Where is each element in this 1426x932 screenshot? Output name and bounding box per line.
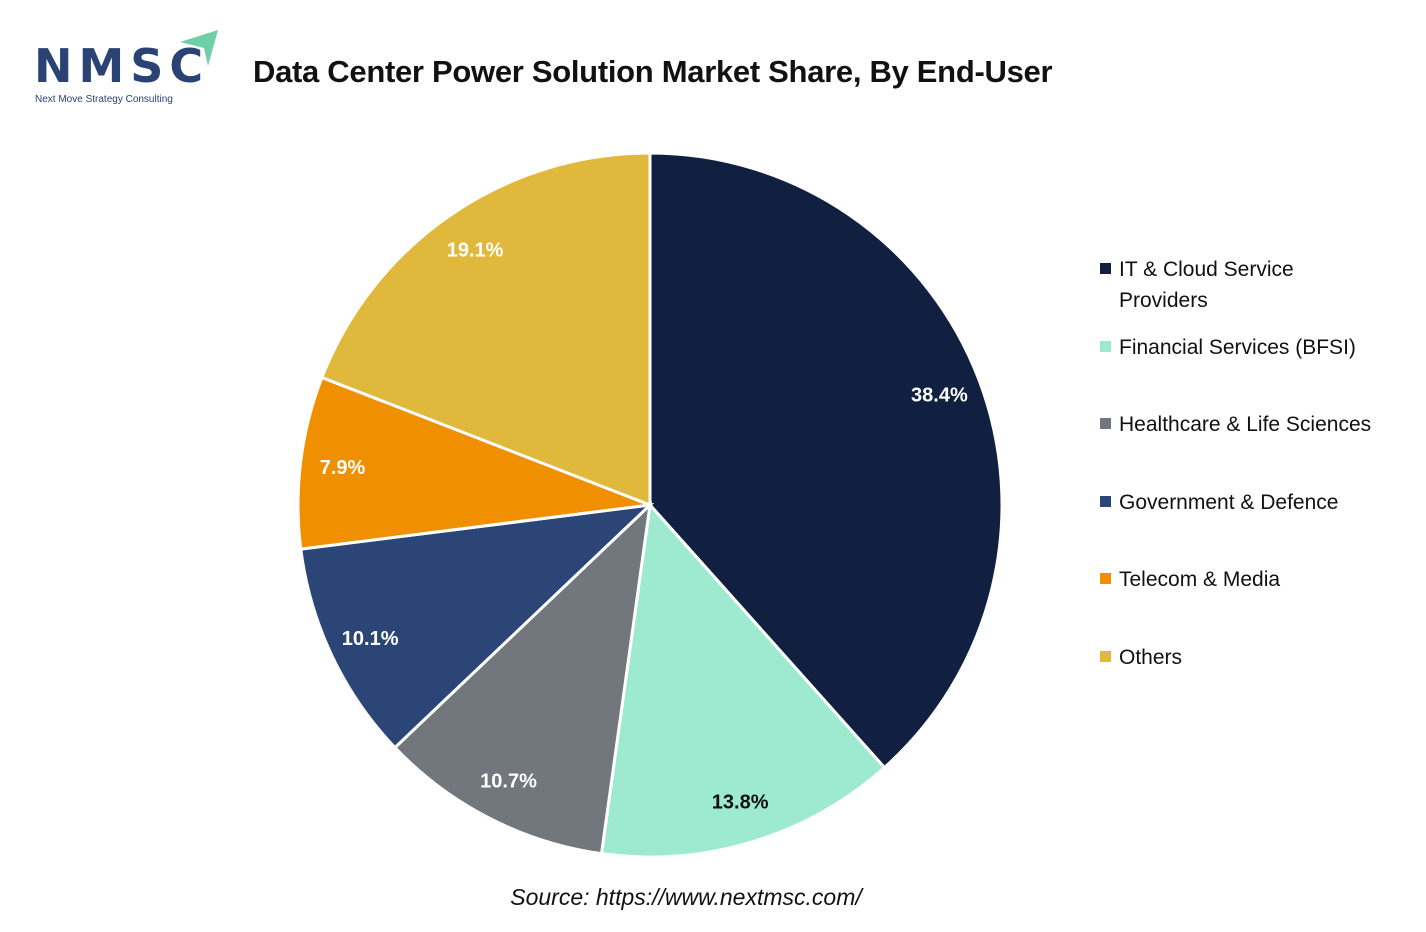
logo-tagline: Next Move Strategy Consulting — [35, 94, 173, 105]
data-label: 13.8% — [712, 791, 769, 813]
legend-label: Others — [1119, 646, 1183, 669]
data-label: 38.4% — [911, 385, 968, 407]
pie-slice — [648, 151, 1004, 770]
pie-slice — [299, 502, 655, 750]
pie-slice — [599, 501, 887, 859]
legend-swatch — [1100, 263, 1111, 274]
legend-swatch — [1100, 418, 1111, 429]
pie-slice — [392, 500, 653, 856]
legend-label: IT & Cloud Service Providers — [1119, 258, 1294, 312]
pie-slice — [296, 375, 651, 551]
data-label: 10.1% — [342, 628, 399, 650]
logo: NMSC Next Move Strategy Consulting — [30, 28, 230, 108]
legend-label: Government & Defence — [1119, 491, 1339, 514]
legend-label: Telecom & Media — [1119, 568, 1281, 591]
source-note: Source: https://www.nextmsc.com/ — [510, 884, 862, 910]
legend-item: Telecom & Media — [1100, 564, 1280, 595]
legend-label: Healthcare & Life Sciences — [1119, 413, 1372, 436]
data-label: 19.1% — [447, 239, 504, 261]
legend-item: IT & Cloud Service Providers — [1100, 254, 1319, 316]
logo-arrow-icon — [180, 30, 218, 66]
legend-item: Financial Services (BFSI) — [1100, 332, 1356, 363]
chart-title: Data Center Power Solution Market Share,… — [253, 54, 1053, 89]
legend-item: Healthcare & Life Sciences — [1100, 409, 1371, 440]
legend-item: Others — [1100, 642, 1182, 673]
legend-item: Government & Defence — [1100, 487, 1338, 518]
legend-swatch — [1100, 573, 1111, 584]
legend-swatch — [1100, 496, 1111, 507]
data-label: 7.9% — [320, 457, 366, 479]
pie-slice — [319, 151, 652, 508]
logo-text: NMSC — [34, 39, 210, 93]
legend-swatch — [1100, 651, 1111, 662]
legend-label: Financial Services (BFSI) — [1119, 336, 1356, 359]
legend-swatch — [1100, 341, 1111, 352]
data-label: 10.7% — [480, 771, 537, 793]
